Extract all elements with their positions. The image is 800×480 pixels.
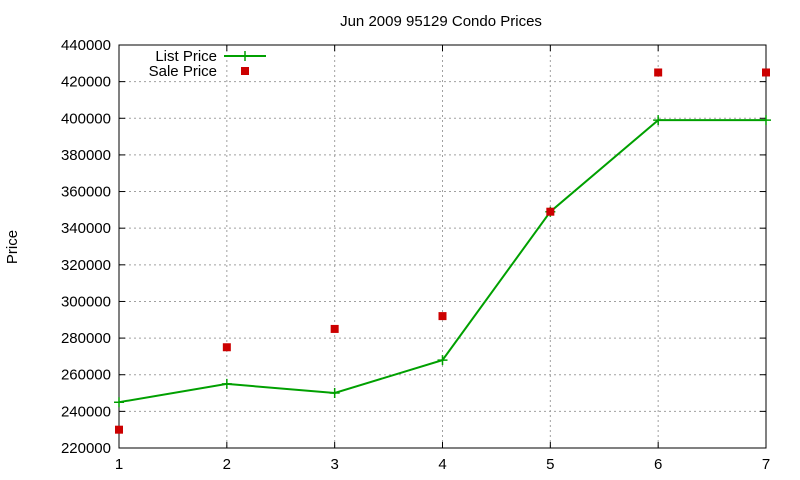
plot-frame: [118, 44, 767, 449]
x-tick-label: 3: [330, 456, 338, 473]
x-tick-label: 1: [115, 456, 123, 473]
y-tick-label: 420000: [61, 74, 111, 91]
y-tick-label: 380000: [61, 147, 111, 164]
sale-price-point: [330, 324, 339, 333]
x-tick-label: 6: [654, 456, 662, 473]
y-tick-label: 360000: [61, 184, 111, 201]
x-tick-label: 7: [762, 456, 770, 473]
list-price-point: [329, 388, 340, 399]
y-tick-label: 260000: [61, 367, 111, 384]
y-tick-label: 220000: [61, 440, 111, 457]
y-tick-label: 400000: [61, 110, 111, 127]
sale-price-point: [654, 68, 663, 77]
sale-price-point: [438, 312, 447, 321]
legend-label-sale-price: Sale Price: [149, 63, 217, 80]
y-tick-label: 320000: [61, 257, 111, 274]
sale-price-point: [762, 68, 770, 77]
legend-marker-sale-price: [241, 67, 249, 75]
axis-ticks: 2200002400002600002800003000003200003400…: [61, 37, 770, 473]
y-tick-label: 300000: [61, 293, 111, 310]
y-tick-label: 280000: [61, 330, 111, 347]
list-price-point: [437, 355, 448, 366]
y-tick-label: 340000: [61, 220, 111, 237]
legend-label-list-price: List Price: [155, 48, 217, 65]
y-axis-label: Price: [4, 230, 21, 264]
chart-title: Jun 2009 95129 Condo Prices: [340, 13, 542, 30]
list-price-point: [114, 397, 124, 408]
legend-marker-list-price: [240, 51, 250, 61]
grid: [119, 45, 766, 448]
y-tick-label: 240000: [61, 403, 111, 420]
legend: List Price Sale Price: [149, 48, 266, 80]
sale-price-point: [115, 425, 123, 434]
list-price-point: [653, 115, 664, 126]
x-tick-label: 4: [438, 456, 446, 473]
x-tick-label: 5: [546, 456, 554, 473]
sale-price-point: [222, 343, 231, 352]
sale-price-point: [546, 207, 555, 216]
series-layer: [114, 68, 771, 434]
y-tick-label: 440000: [61, 37, 111, 54]
list-price-point: [761, 115, 771, 126]
x-tick-label: 2: [223, 456, 231, 473]
list-price-point: [221, 378, 232, 389]
